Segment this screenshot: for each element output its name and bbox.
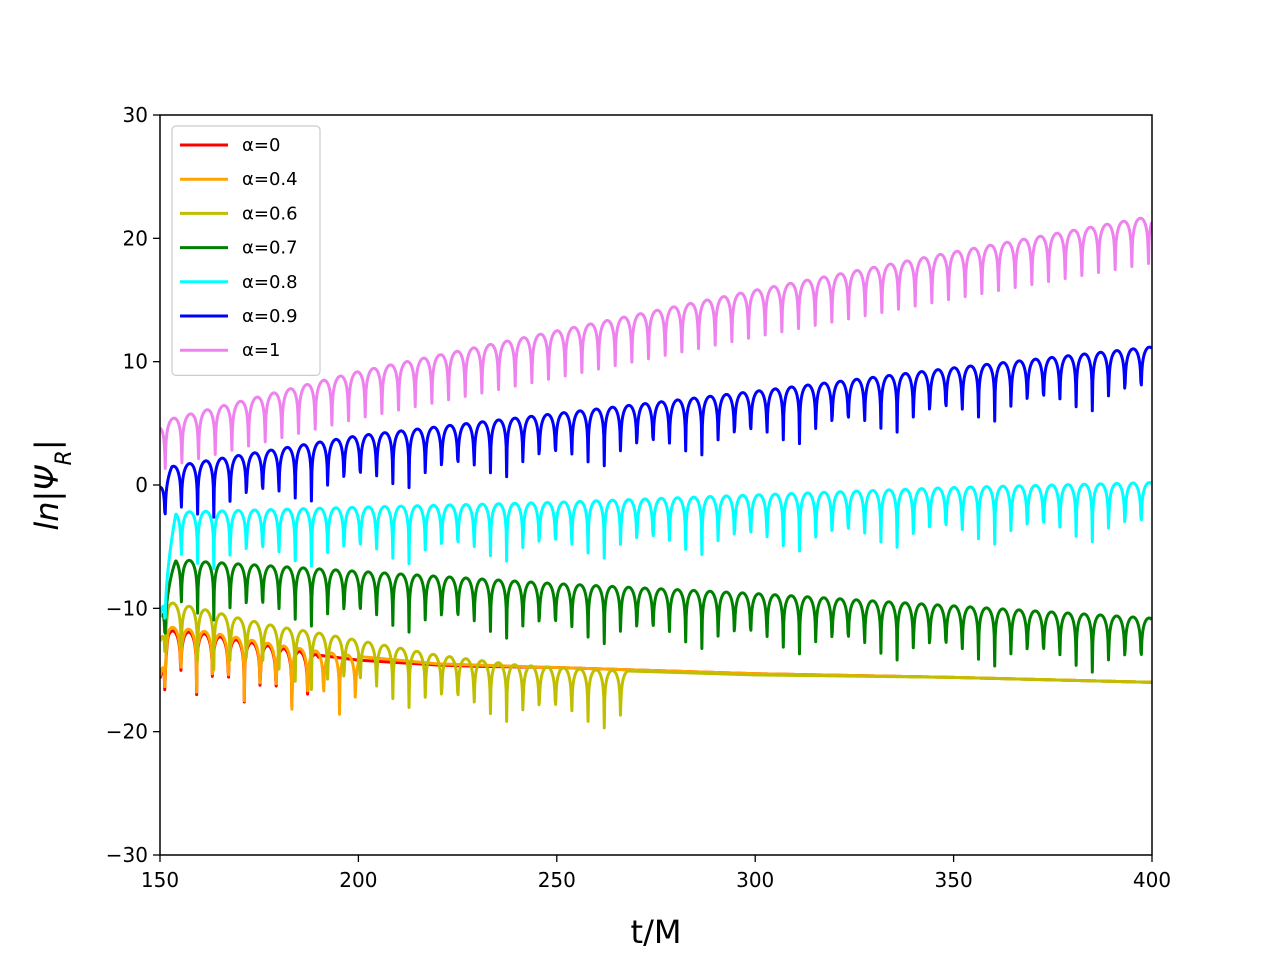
x-axis-label: t/M (631, 913, 682, 951)
legend-box (171, 125, 321, 376)
x-tick-label: 300 (736, 868, 774, 892)
legend-label: α=0.8 (242, 272, 298, 293)
x-tick-label: 400 (1133, 868, 1171, 892)
y-tick-label: −10 (106, 596, 148, 620)
y-tick-label: −20 (106, 720, 148, 744)
legend-label: α=0 (242, 135, 280, 156)
y-axis: 30 20 10 0 −10 −20 −30 (106, 103, 160, 867)
x-tick-label: 150 (141, 868, 179, 892)
x-tick-label: 250 (538, 868, 576, 892)
legend-label: α=0.9 (242, 306, 298, 327)
y-tick-label: 30 (123, 103, 148, 127)
series-line (160, 558, 1152, 674)
series-line (160, 345, 1152, 519)
series-line (160, 481, 1152, 620)
y-axis-label: ln|ΨR| (28, 439, 77, 530)
series-line (160, 216, 1152, 470)
series-layer (160, 216, 1152, 730)
y-tick-label: 0 (135, 473, 148, 497)
x-tick-label: 350 (935, 868, 973, 892)
y-tick-label: 20 (123, 226, 148, 250)
legend-label: α=0.7 (242, 238, 298, 259)
x-axis: 150 200 250 300 350 400 (141, 855, 1171, 892)
series-line (160, 601, 1152, 730)
legend: α=0 α=0.4 α=0.6 α=0.7 α=0.8 α=0.9 α=1 (171, 125, 321, 376)
legend-label: α=1 (242, 340, 280, 361)
legend-label: α=0.6 (242, 203, 298, 224)
x-tick-label: 200 (339, 868, 377, 892)
legend-label: α=0.4 (242, 169, 298, 190)
y-tick-label: −30 (106, 843, 148, 867)
y-tick-label: 10 (123, 350, 148, 374)
